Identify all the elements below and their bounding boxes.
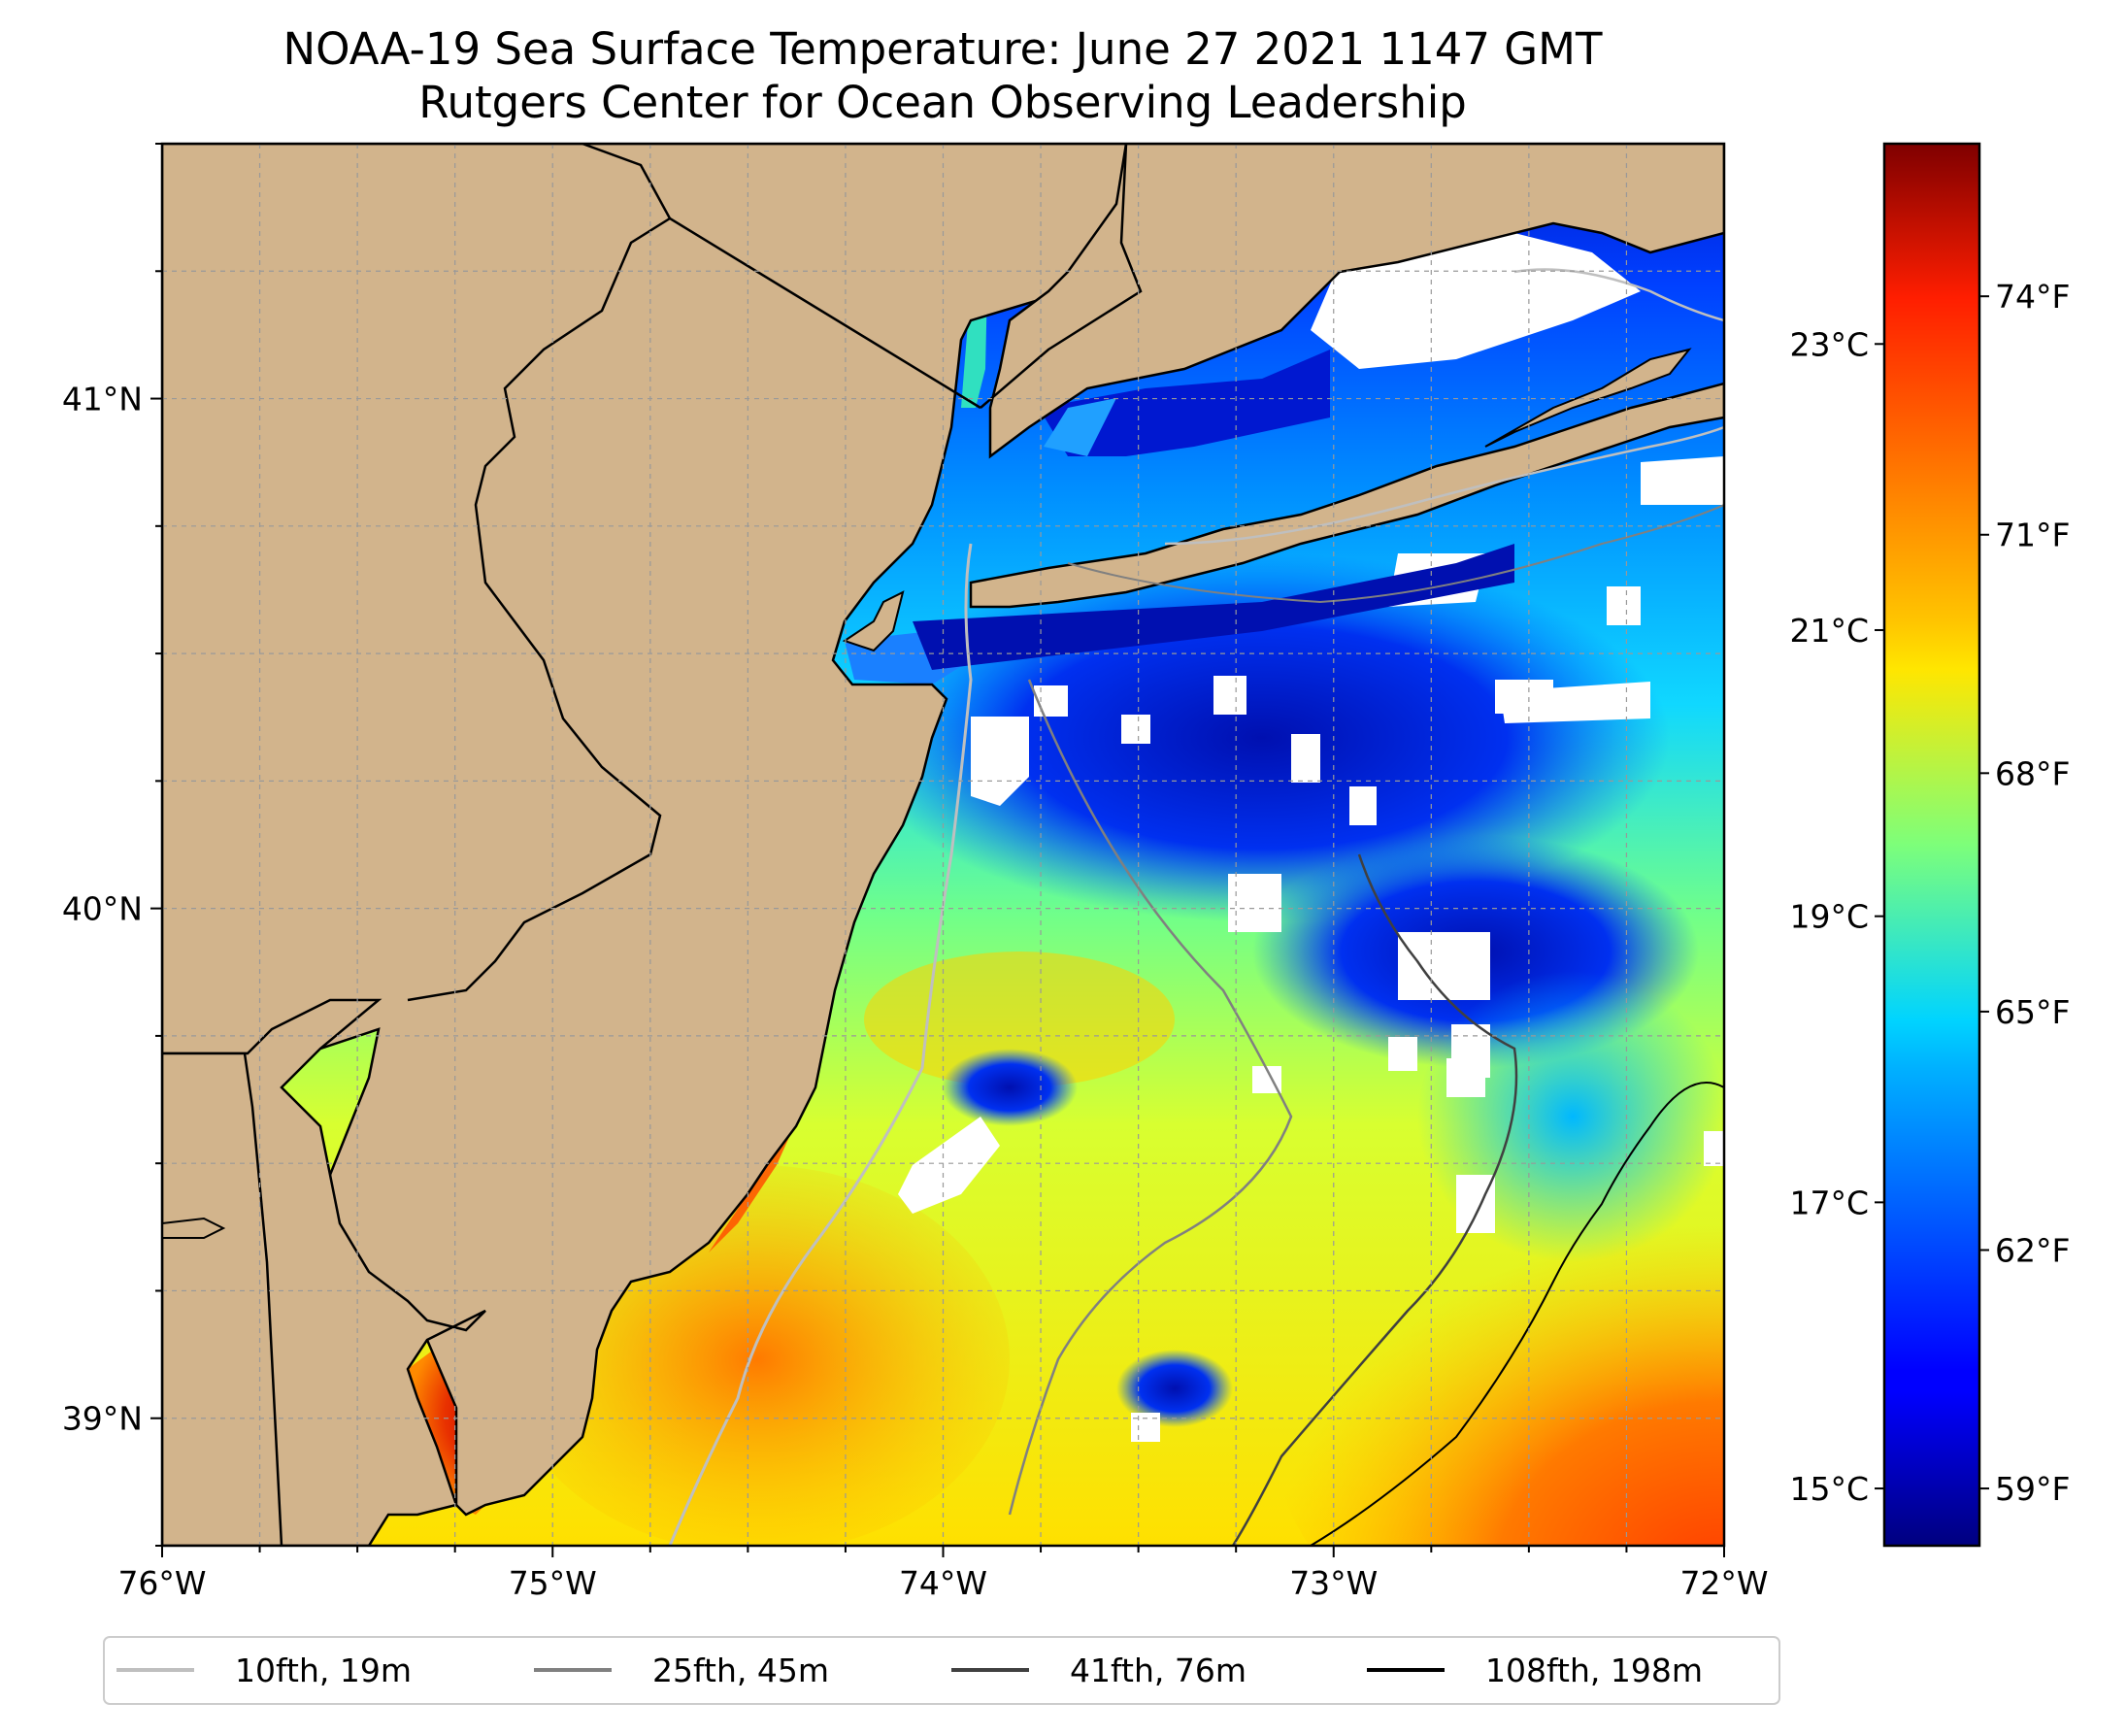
legend-label: 41fth, 76m bbox=[1070, 1652, 1246, 1689]
latitude-ticks: 39°N 40°N 41°N bbox=[62, 143, 162, 1547]
legend-label: 25fth, 45m bbox=[652, 1652, 829, 1689]
legend-entries: 10fth, 19m 25fth, 45m 41fth, 76m 108fth, 19… bbox=[116, 1652, 1703, 1689]
fahrenheit-tick-label: 71°F bbox=[1995, 517, 2070, 554]
long-island-sound-sst bbox=[1039, 350, 1330, 456]
colorbar: 23°C 21°C 19°C 17°C 15°C 74°F 71°F 68°F 65°F 62°… bbox=[1789, 142, 2070, 1548]
colorbar-celsius-ticks: 23°C 21°C 19°C 17°C 15°C bbox=[1789, 325, 1884, 1508]
land-delmarva bbox=[162, 998, 486, 1546]
lon-tick-label: 73°W bbox=[1289, 1564, 1378, 1602]
fahrenheit-tick-label: 74°F bbox=[1995, 278, 2070, 316]
fahrenheit-tick-label: 65°F bbox=[1995, 993, 2070, 1031]
longitude-ticks: 76°W 75°W 74°W 73°W 72°W bbox=[117, 1546, 1769, 1602]
land-inlet bbox=[162, 1217, 226, 1239]
title-line-1: NOAA-19 Sea Surface Temperature: June 27… bbox=[282, 23, 1603, 75]
lon-tick-label: 72°W bbox=[1679, 1564, 1768, 1602]
lon-tick-label: 75°W bbox=[509, 1564, 597, 1602]
celsius-tick-label: 23°C bbox=[1789, 325, 1869, 363]
lon-tick-label: 76°W bbox=[117, 1564, 206, 1602]
colorbar-ramp bbox=[1882, 142, 1981, 1548]
lon-tick-label: 74°W bbox=[899, 1564, 987, 1602]
gridlines bbox=[162, 144, 1724, 1546]
sst-map: 76°W 75°W 74°W 73°W 72°W 39°N 40°N 41°N bbox=[62, 142, 1769, 1602]
cold-patch-small bbox=[942, 1049, 1078, 1126]
li-south-shore-sst bbox=[913, 544, 1514, 670]
celsius-tick-label: 15°C bbox=[1789, 1470, 1869, 1508]
land-long-island bbox=[969, 382, 1724, 609]
bathymetry-contours bbox=[668, 268, 1724, 1546]
legend-label: 10fth, 19m bbox=[235, 1652, 412, 1689]
lat-tick-label: 39°N bbox=[62, 1400, 143, 1438]
cold-patch-south bbox=[1116, 1350, 1233, 1427]
western-sound-sst bbox=[1044, 398, 1116, 456]
colorbar-fahrenheit-ticks: 74°F 71°F 68°F 65°F 62°F 59°F bbox=[1979, 278, 2070, 1508]
celsius-tick-label: 21°C bbox=[1789, 612, 1869, 650]
legend-box bbox=[103, 1636, 1780, 1705]
land bbox=[162, 144, 1724, 1546]
contour-41fth bbox=[1231, 853, 1518, 1546]
legend-label: 108fth, 198m bbox=[1485, 1652, 1703, 1689]
warm-patch-southeast bbox=[1272, 1175, 1724, 1546]
contour-25fth bbox=[1008, 679, 1293, 1516]
land-ny-ct bbox=[988, 144, 1724, 459]
legend: 10fth, 19m 25fth, 45m 41fth, 76m 108fth, 19… bbox=[103, 1636, 1780, 1705]
fahrenheit-tick-label: 68°F bbox=[1995, 754, 2070, 792]
fahrenheit-tick-label: 62°F bbox=[1995, 1231, 2070, 1269]
celsius-tick-label: 17°C bbox=[1789, 1184, 1869, 1221]
land-li-north-fork bbox=[1484, 348, 1692, 448]
contour-10fth bbox=[668, 543, 973, 1546]
nj-ny-border bbox=[582, 144, 981, 410]
nj-pa-border bbox=[407, 217, 671, 1002]
celsius-tick-label: 19°C bbox=[1789, 898, 1869, 936]
cloud-mask bbox=[898, 456, 1724, 1442]
warm-streak bbox=[864, 951, 1175, 1087]
lat-tick-label: 40°N bbox=[62, 890, 143, 928]
long-island-sound-cloud bbox=[1311, 233, 1641, 369]
contour-sound bbox=[1513, 268, 1724, 322]
contour-25fth-li bbox=[1067, 504, 1724, 604]
ny-ct-border bbox=[980, 144, 1143, 409]
fahrenheit-tick-label: 59°F bbox=[1995, 1470, 2070, 1508]
land-staten-island bbox=[842, 590, 905, 652]
contour-10fth-li bbox=[1164, 425, 1724, 546]
contour-108fth bbox=[1310, 1082, 1724, 1546]
lat-tick-label: 41°N bbox=[62, 381, 143, 418]
title-line-2: Rutgers Center for Ocean Observing Leade… bbox=[418, 77, 1467, 128]
